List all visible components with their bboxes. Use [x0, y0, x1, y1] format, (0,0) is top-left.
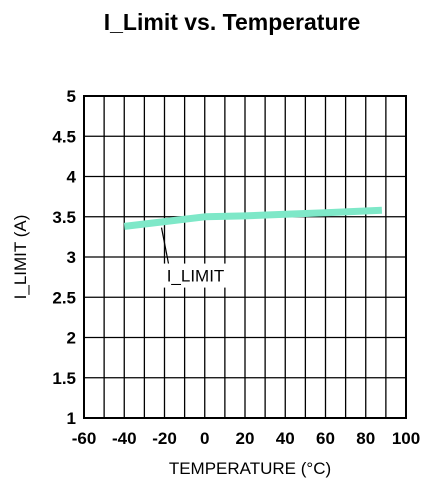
series-line — [123, 206, 383, 230]
x-tick-label: 80 — [356, 429, 375, 448]
y-tick-label: 4 — [67, 168, 77, 187]
x-tick-label: -60 — [72, 429, 97, 448]
x-tick-label: 0 — [200, 429, 209, 448]
y-axis-title: I_LIMIT (A) — [11, 215, 30, 300]
y-tick-label: 2.5 — [52, 288, 76, 307]
x-tick-labels: -60 -40 -20 0 20 40 60 80 100 — [72, 429, 420, 448]
y-tick-label: 3 — [67, 248, 76, 267]
x-tick-label: 40 — [276, 429, 295, 448]
y-tick-label: 1 — [67, 409, 76, 428]
annotation-leader-line — [160, 227, 170, 264]
x-tick-label: 20 — [236, 429, 255, 448]
y-tick-labels: 1 1.5 2 2.5 3 3.5 4 4.5 5 — [52, 87, 76, 428]
x-tick-label: 100 — [392, 429, 420, 448]
x-tick-label: 60 — [316, 429, 335, 448]
plot-frame — [83, 95, 407, 419]
y-tick-label: 5 — [67, 87, 76, 106]
x-axis-title: TEMPERATURE (°C) — [169, 459, 331, 478]
annotation-layer: I_LIMIT — [158, 227, 233, 288]
y-tick-label: 2 — [67, 329, 76, 348]
y-tick-label: 4.5 — [52, 127, 76, 146]
annotation-background — [158, 263, 233, 288]
x-tick-label: -20 — [152, 429, 177, 448]
chart-title: I_Limit vs. Temperature — [104, 9, 361, 35]
grid-lines — [84, 96, 406, 418]
y-tick-label: 1.5 — [52, 369, 76, 388]
series-layer — [123, 206, 383, 230]
x-tick-label: -40 — [112, 429, 137, 448]
y-tick-label: 3.5 — [52, 208, 76, 227]
annotation-label: I_LIMIT — [167, 267, 225, 286]
